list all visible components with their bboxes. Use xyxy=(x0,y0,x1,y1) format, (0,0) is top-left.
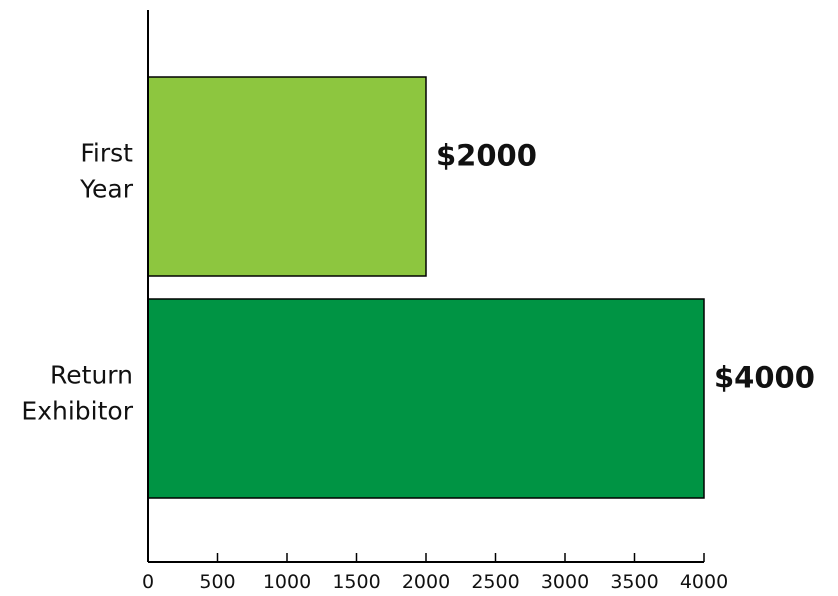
x-tick-label: 3500 xyxy=(610,571,658,593)
bar-return-exhibitor xyxy=(147,298,705,499)
category-label-return-exhibitor: Return Exhibitor xyxy=(21,361,133,426)
category-label-line: Year xyxy=(79,175,134,204)
bars-group xyxy=(147,76,705,499)
x-tick-label: 3000 xyxy=(541,571,589,593)
x-tick-label: 2000 xyxy=(402,571,450,593)
category-label-first-year: First Year xyxy=(79,139,134,204)
category-label-line: Return xyxy=(50,361,133,390)
x-ticks-group: 0 500 1000 1500 2000 2500 3000 3500 4000 xyxy=(142,553,728,593)
x-tick-label: 4000 xyxy=(680,571,728,593)
data-label-first-year: $2000 xyxy=(436,139,537,173)
x-tick-label: 1000 xyxy=(263,571,311,593)
x-tick-label: 2500 xyxy=(471,571,519,593)
category-label-line: Exhibitor xyxy=(21,397,133,426)
x-tick-label: 500 xyxy=(199,571,235,593)
x-tick-label: 0 xyxy=(142,571,154,593)
category-label-line: First xyxy=(80,139,133,168)
bar-first-year xyxy=(147,76,427,277)
category-labels-group: First Year Return Exhibitor xyxy=(21,139,133,426)
data-labels-group: $2000 $4000 xyxy=(436,139,815,395)
data-label-return-exhibitor: $4000 xyxy=(714,361,815,395)
x-tick-label: 1500 xyxy=(332,571,380,593)
